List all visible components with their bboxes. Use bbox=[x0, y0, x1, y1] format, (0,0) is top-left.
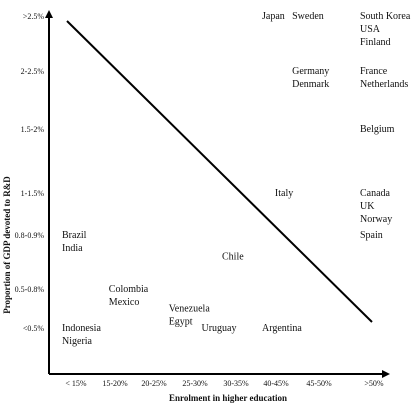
country-label: Finland bbox=[360, 37, 391, 48]
y-axis-arrow bbox=[45, 10, 53, 18]
country-label: Sweden bbox=[292, 11, 324, 22]
y-tick-label: 0.5-0.8% bbox=[15, 285, 45, 294]
y-tick-labels: <0.5% 0.5-0.8% 0.8-0.9% 1-1.5% 1.5-2% 2-2.5% >… bbox=[15, 12, 45, 333]
trend-line bbox=[66, 20, 373, 323]
country-label: Argentina bbox=[262, 323, 302, 334]
x-tick-label: 20-25% bbox=[141, 379, 167, 388]
y-tick-label: 0.8-0.9% bbox=[15, 231, 45, 240]
x-axis-arrow bbox=[382, 370, 390, 378]
country-label: Brazil bbox=[62, 230, 87, 241]
country-label: Denmark bbox=[292, 79, 329, 90]
country-label: Chile bbox=[222, 252, 244, 263]
country-label: Italy bbox=[275, 188, 293, 199]
country-label: South Korea bbox=[360, 11, 411, 22]
country-label: Spain bbox=[360, 230, 383, 241]
country-label: Indonesia bbox=[62, 323, 101, 334]
axes bbox=[45, 10, 390, 378]
country-label: India bbox=[62, 243, 83, 254]
y-axis-title: Proportion of GDP devoted to R&D bbox=[2, 176, 12, 314]
country-label: Colombia bbox=[109, 284, 149, 295]
country-label: Mexico bbox=[109, 297, 140, 308]
data-labels: Japan Sweden South Korea USA Finland Germany D… bbox=[62, 11, 411, 347]
country-label: UK bbox=[360, 201, 375, 212]
x-tick-label: >50% bbox=[364, 379, 384, 388]
country-label: Belgium bbox=[360, 124, 395, 135]
country-label: France bbox=[360, 66, 388, 77]
y-tick-label: >2.5% bbox=[23, 12, 45, 21]
y-tick-label: <0.5% bbox=[23, 324, 45, 333]
x-tick-label: 40-45% bbox=[263, 379, 289, 388]
x-tick-label: 25-30% bbox=[182, 379, 208, 388]
country-label: Canada bbox=[360, 188, 391, 199]
country-label: USA bbox=[360, 24, 381, 35]
x-tick-labels: < 15% 15-20% 20-25% 25-30% 30-35% 40-45% 45-50… bbox=[65, 379, 384, 388]
x-tick-label: 45-50% bbox=[306, 379, 332, 388]
y-tick-label: 1.5-2% bbox=[21, 125, 45, 134]
country-label: Uruguay bbox=[202, 323, 237, 334]
country-label: Japan bbox=[262, 11, 285, 22]
country-label: Nigeria bbox=[62, 336, 93, 347]
y-tick-label: 1-1.5% bbox=[21, 189, 45, 198]
x-axis-title: Enrolment in higher education bbox=[169, 393, 287, 403]
x-tick-label: 30-35% bbox=[223, 379, 249, 388]
x-tick-label: < 15% bbox=[65, 379, 87, 388]
x-tick-label: 15-20% bbox=[102, 379, 128, 388]
y-tick-label: 2-2.5% bbox=[21, 67, 45, 76]
country-label: Netherlands bbox=[360, 79, 408, 90]
country-label: Germany bbox=[292, 66, 329, 77]
country-label: Norway bbox=[360, 214, 392, 225]
country-label: Venezuela bbox=[169, 304, 211, 315]
country-label: Egypt bbox=[169, 317, 193, 328]
